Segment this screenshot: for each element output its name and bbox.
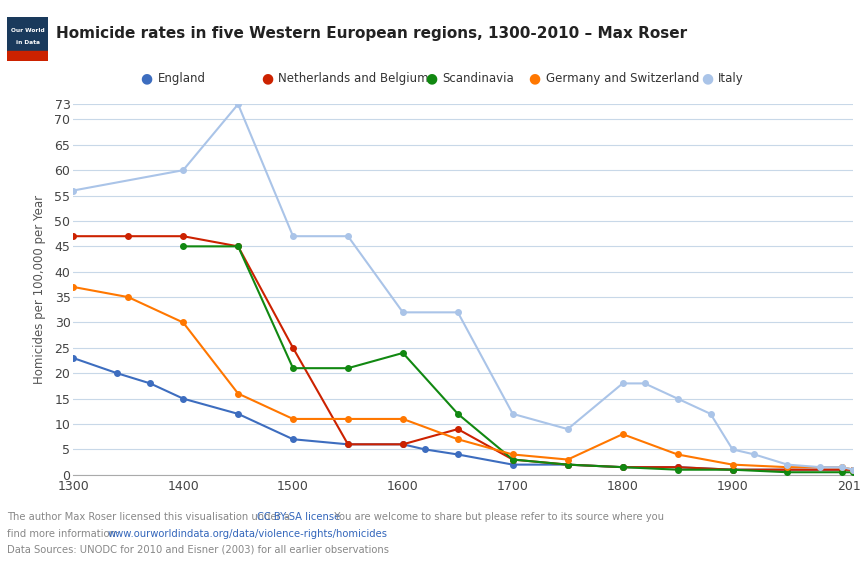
Bar — [7, 52, 48, 61]
Text: ●: ● — [424, 71, 437, 85]
Text: www.ourworldindata.org/data/violence-rights/homicides: www.ourworldindata.org/data/violence-rig… — [108, 529, 387, 538]
Text: ●: ● — [140, 71, 152, 85]
Text: CC BY-SA license: CC BY-SA license — [257, 512, 340, 522]
Text: in Data: in Data — [15, 40, 40, 45]
Text: Italy: Italy — [717, 72, 743, 85]
Text: find more information:: find more information: — [7, 529, 122, 538]
Text: ●: ● — [700, 71, 712, 85]
Text: Our World: Our World — [10, 28, 45, 33]
Text: The author Max Roser licensed this visualisation under a: The author Max Roser licensed this visua… — [7, 512, 293, 522]
Text: Data Sources: UNODC for 2010 and Eisner (2003) for all earlier observations: Data Sources: UNODC for 2010 and Eisner … — [7, 545, 388, 555]
Text: Homicide rates in five Western European regions, 1300-2010 – Max Roser: Homicide rates in five Western European … — [56, 26, 686, 41]
Text: ●: ● — [261, 71, 273, 85]
Text: England: England — [158, 72, 206, 85]
Text: Netherlands and Belgium: Netherlands and Belgium — [278, 72, 429, 85]
Y-axis label: Homicides per 100,000 per Year: Homicides per 100,000 per Year — [33, 195, 46, 384]
Text: Germany and Switzerland: Germany and Switzerland — [545, 72, 698, 85]
Text: . You are welcome to share but please refer to its source where you: . You are welcome to share but please re… — [327, 512, 663, 522]
Text: ●: ● — [528, 71, 540, 85]
Text: Scandinavia: Scandinavia — [442, 72, 513, 85]
